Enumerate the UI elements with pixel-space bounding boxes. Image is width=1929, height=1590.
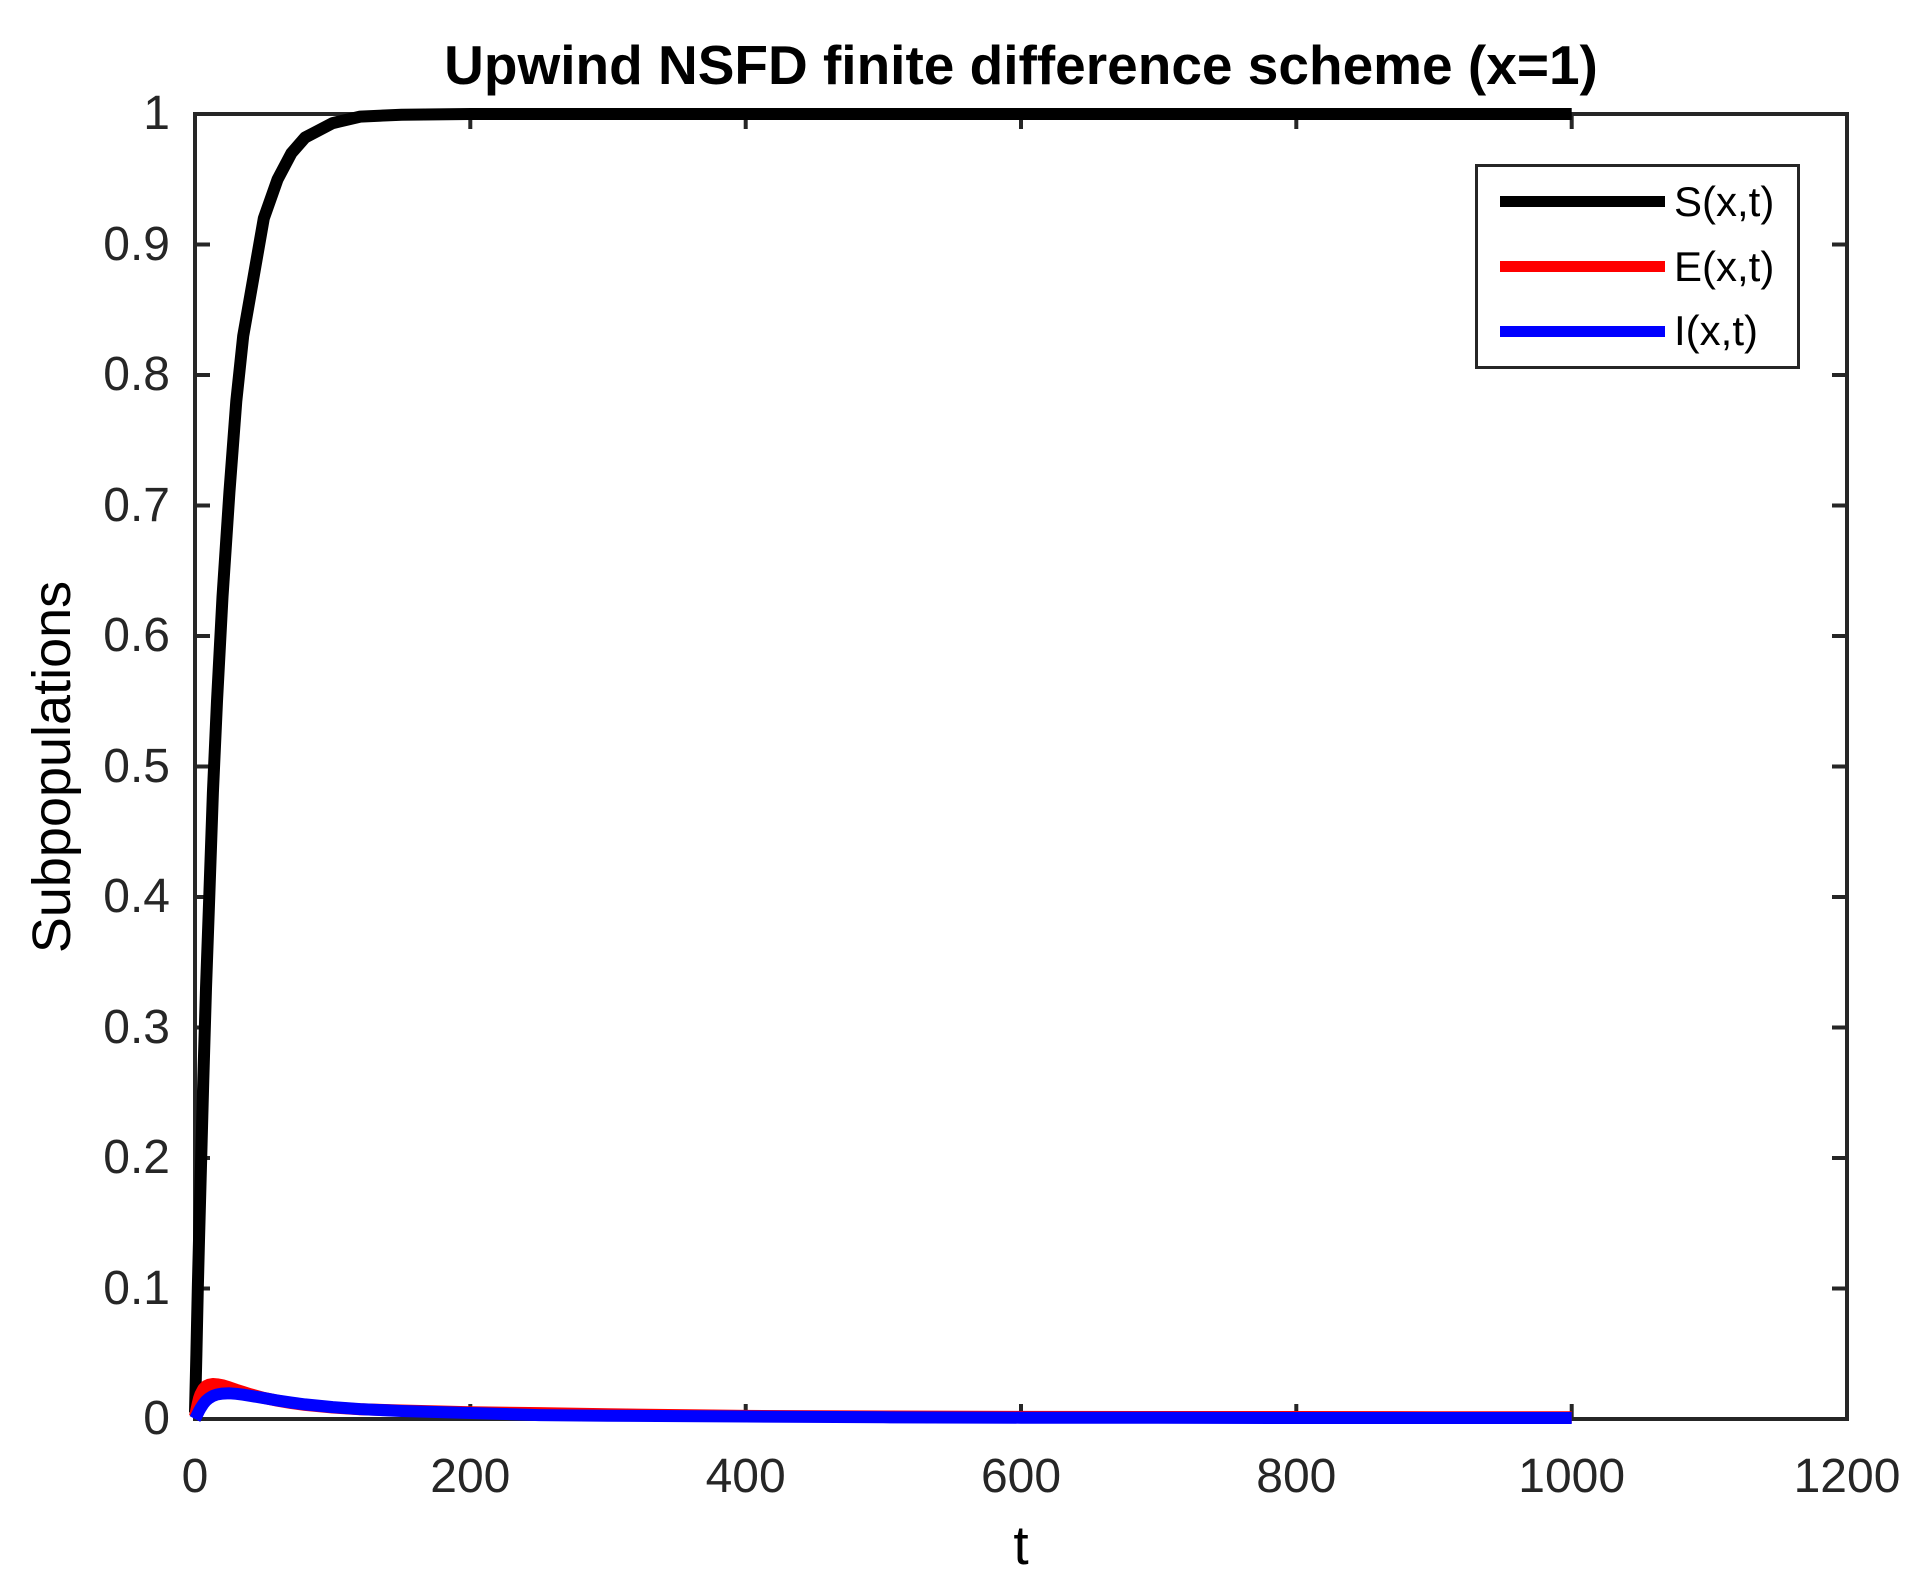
legend-item-i: I(x,t) [1478, 301, 1797, 361]
x-tick-label: 400 [705, 1450, 786, 1503]
x-tick-label: 600 [980, 1450, 1062, 1503]
legend-item-s: S(x,t) [1478, 172, 1797, 232]
y-tick-label: 0.3 [103, 1000, 170, 1054]
chart-title: Upwind NSFD finite difference scheme (x=… [444, 34, 1598, 96]
y-tick-label: 1 [143, 87, 170, 140]
legend-label-e: E(x,t) [1674, 242, 1775, 290]
x-axis-label: t [1013, 1514, 1029, 1576]
y-tick-label: 0 [143, 1392, 170, 1445]
y-tick-label: 0.8 [103, 348, 170, 401]
legend-label-s: S(x,t) [1674, 177, 1775, 225]
x-tick-label: 1200 [1793, 1450, 1901, 1503]
x-tick-label: 1000 [1518, 1450, 1626, 1503]
legend-label-i: I(x,t) [1674, 307, 1758, 355]
y-tick-label: 0.2 [103, 1131, 170, 1184]
y-tick-label: 0.4 [103, 870, 170, 923]
y-tick-label: 0.7 [103, 478, 170, 532]
legend: S(x,t) E(x,t) I(x,t) [1475, 164, 1800, 369]
x-tick-label: 800 [1256, 1450, 1337, 1503]
legend-swatch-e [1500, 261, 1665, 272]
legend-swatch-s [1500, 196, 1665, 208]
y-tick-label: 0.5 [103, 739, 170, 793]
series-line-i [189, 1387, 1572, 1424]
y-tick-label: 0.9 [103, 217, 170, 271]
series-line-s [189, 108, 1572, 1413]
y-tick-label: 0.1 [103, 1261, 170, 1315]
y-tick-label: 0.6 [103, 609, 170, 662]
legend-swatch-i [1500, 325, 1665, 337]
x-tick-label: 0 [181, 1450, 209, 1503]
legend-item-e: E(x,t) [1478, 237, 1797, 297]
x-tick-label: 200 [430, 1450, 511, 1503]
